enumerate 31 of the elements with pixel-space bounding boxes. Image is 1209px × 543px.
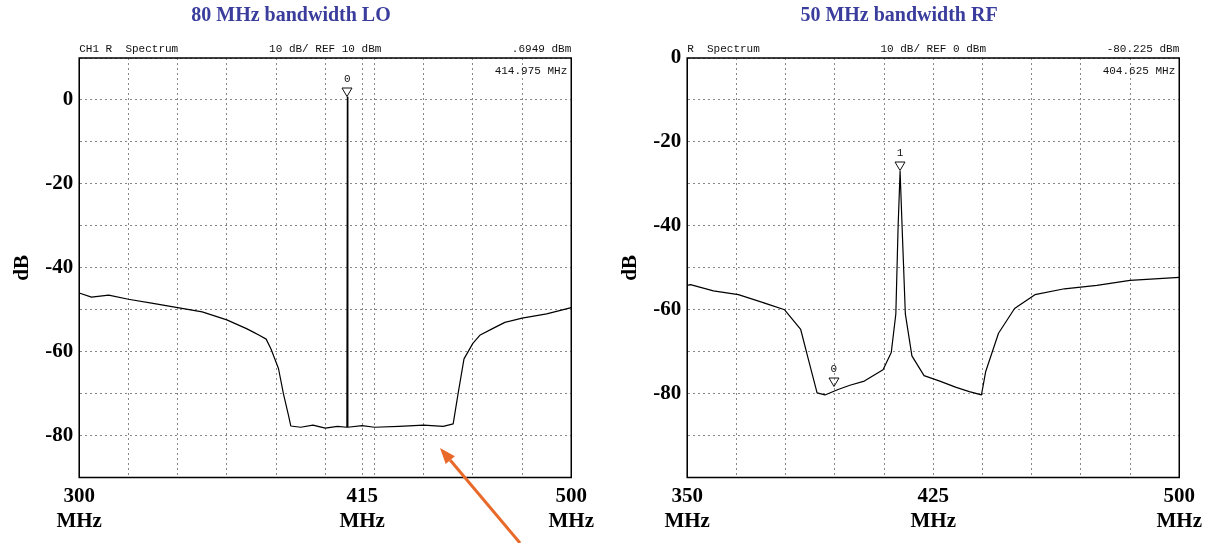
annotation: 414.975 MHz [494,65,568,77]
y-tick-label: -20 [653,128,682,153]
annotation: 0 [829,363,839,376]
y-axis-title: dB [617,254,642,281]
y-axis-title: dB [9,254,34,281]
y-tick-label: -40 [45,254,74,279]
text: 10 dB/ REF 0 dBm [880,43,987,55]
x-tick-label: 425 MHz [910,482,956,532]
text: R Spectrum [687,43,761,55]
chart-title: 50 MHz bandwidth RF [800,3,998,26]
y-tick-label: -40 [653,212,682,237]
chart-title: 80 MHz bandwidth LO [191,3,391,26]
text: CH1 R Spectrum [79,43,179,55]
y-tick-label: -60 [653,296,682,321]
text: .6949 dBm [511,43,572,55]
annotation: 0 [343,73,352,86]
x-tick-label: 300 MHz [56,482,102,532]
annotation: 1 [895,147,905,160]
x-tick-label: 350 MHz [664,482,710,532]
x-tick-label: 500 MHz [548,482,594,532]
text: 10 dB/ REF 10 dBm [269,43,382,55]
annotation: 404.625 MHz [1102,65,1176,77]
y-tick-label: 0 [62,86,74,111]
y-tick-label: 0 [670,44,682,69]
y-tick-label: -80 [653,380,682,405]
text: -80.225 dBm [1106,43,1180,55]
x-tick-label: 500 MHz [1156,482,1202,532]
y-tick-label: -20 [45,170,74,195]
y-tick-label: -60 [45,338,74,363]
y-tick-label: -80 [45,422,74,447]
x-tick-label: 415 MHz [339,482,385,532]
